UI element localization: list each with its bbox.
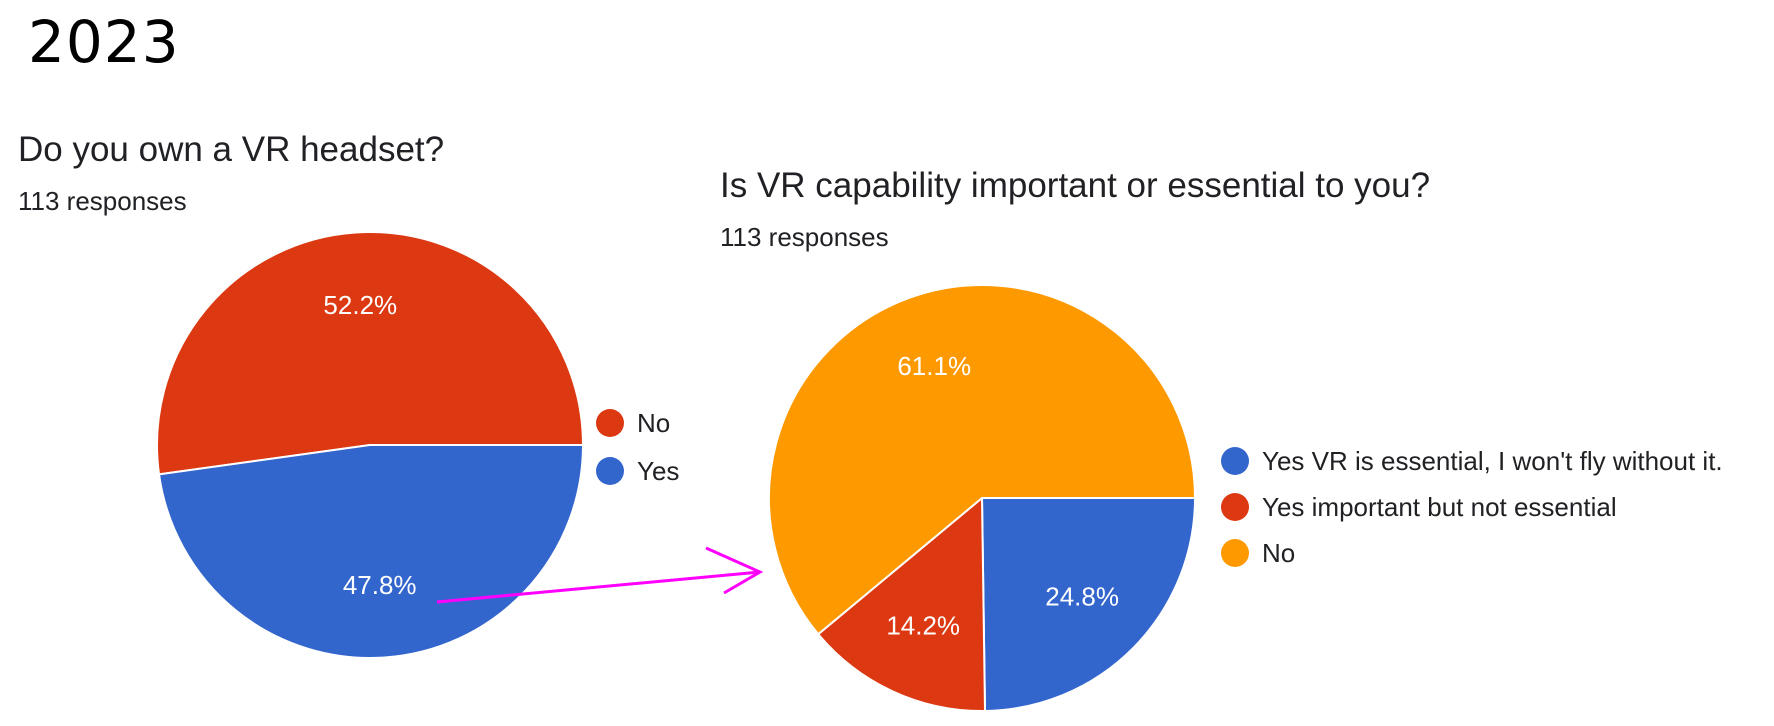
legend-label-no: No <box>637 408 670 438</box>
legend-label-yes: Yes <box>637 456 679 486</box>
legend-swatch-no <box>1221 539 1249 567</box>
slice-label-yes: 47.8% <box>343 570 417 600</box>
legend-vr-importance: Yes VR is essential, I won't fly without… <box>1221 446 1723 568</box>
legend-label-no: No <box>1262 538 1295 568</box>
annotation-arrow <box>436 546 764 604</box>
pie-slice-yes-vr-is-essential-i-won-t-fly-without-it <box>980 497 1197 712</box>
pie-slice-no <box>156 231 585 476</box>
legend-swatch-yes-vr-is-essential-i-won-t-fly-without-it <box>1221 447 1249 475</box>
pie-slice-yes <box>157 444 585 659</box>
pie-slice-no <box>768 284 1197 636</box>
legend-swatch-no <box>596 409 624 437</box>
pie-chart-vr-importance: 24.8% 14.2% 61.1% <box>768 284 1197 712</box>
slice-label-no: 52.2% <box>323 290 397 320</box>
chart1-title: Do you own a VR headset? <box>18 130 445 169</box>
slice-label-yes-important-but-not-essential: 14.2% <box>886 611 960 641</box>
slice-label-no: 61.1% <box>897 351 971 381</box>
arrow-shaft <box>436 570 761 604</box>
legend-label-yes-important-but-not-essential: Yes important but not essential <box>1262 492 1617 522</box>
legend-swatch-yes-important-but-not-essential <box>1221 493 1249 521</box>
legend-swatch-yes <box>596 457 624 485</box>
legend-vr-headset: No Yes <box>596 408 679 486</box>
page-title: 2023 <box>28 8 180 76</box>
legend-label-yes-vr-is-essential-i-won-t-fly-without-it: Yes VR is essential, I won't fly without… <box>1262 446 1723 476</box>
chart2-title: Is VR capability important or essential … <box>720 166 1431 205</box>
arrow-head <box>705 546 764 595</box>
pie-slice-yes-important-but-not-essential <box>816 495 987 712</box>
chart2-responses: 113 responses <box>720 222 889 252</box>
slice-label-yes-vr-is-essential-i-won-t-fly-without-it: 24.8% <box>1045 582 1119 612</box>
pie-chart-vr-headset: 52.2% 47.8% <box>156 231 585 659</box>
chart1-responses: 113 responses <box>18 186 187 216</box>
